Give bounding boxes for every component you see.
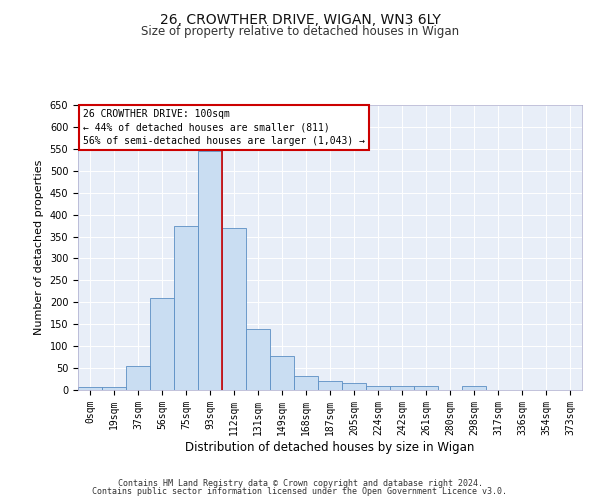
Bar <box>390 386 414 390</box>
Bar <box>150 298 174 390</box>
X-axis label: Distribution of detached houses by size in Wigan: Distribution of detached houses by size … <box>185 440 475 454</box>
Bar <box>102 387 126 390</box>
Bar <box>174 226 198 390</box>
Bar <box>414 386 438 390</box>
Text: Contains HM Land Registry data © Crown copyright and database right 2024.: Contains HM Land Registry data © Crown c… <box>118 478 482 488</box>
Bar <box>246 328 270 390</box>
Bar <box>198 151 222 390</box>
Bar <box>366 386 390 390</box>
Y-axis label: Number of detached properties: Number of detached properties <box>34 160 44 335</box>
Bar <box>318 381 342 390</box>
Bar <box>126 366 150 390</box>
Bar <box>342 384 366 390</box>
Bar <box>222 228 246 390</box>
Bar <box>270 356 294 390</box>
Bar <box>78 388 102 390</box>
Text: Size of property relative to detached houses in Wigan: Size of property relative to detached ho… <box>141 25 459 38</box>
Text: 26, CROWTHER DRIVE, WIGAN, WN3 6LY: 26, CROWTHER DRIVE, WIGAN, WN3 6LY <box>160 12 440 26</box>
Bar <box>462 386 486 390</box>
Text: Contains public sector information licensed under the Open Government Licence v3: Contains public sector information licen… <box>92 487 508 496</box>
Text: 26 CROWTHER DRIVE: 100sqm
← 44% of detached houses are smaller (811)
56% of semi: 26 CROWTHER DRIVE: 100sqm ← 44% of detac… <box>83 110 365 146</box>
Bar <box>294 376 318 390</box>
